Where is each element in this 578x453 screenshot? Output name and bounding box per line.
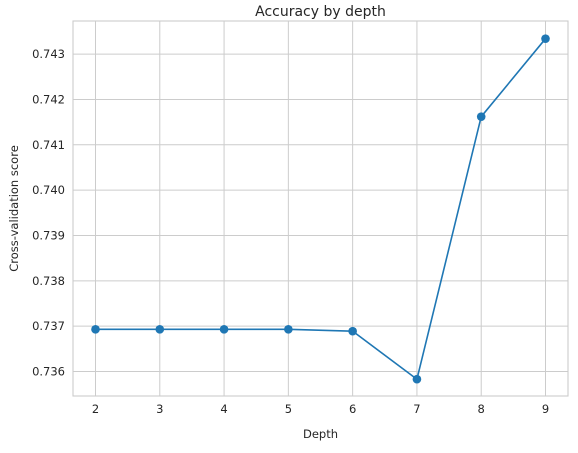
x-axis-label: Depth [303,427,338,441]
y-tick-label: 0.741 [32,138,65,152]
chart-title: Accuracy by depth [255,4,386,20]
series-line [95,38,547,381]
data-point-marker [412,374,422,384]
x-tick-label: 2 [92,402,99,416]
x-tick-label: 8 [478,402,485,416]
x-tick-label: 4 [220,402,227,416]
y-tick-label: 0.743 [32,47,65,61]
x-axis-ticks: 2 3 4 5 6 7 8 9 [92,402,549,416]
y-tick-label: 0.740 [32,183,65,197]
y-tick-label: 0.736 [32,365,65,379]
y-axis-label: Cross-validation score [7,145,21,272]
plot-area-frame [72,20,569,397]
data-point-marker [476,112,486,121]
data-point-marker [348,326,357,336]
data-point-marker [155,325,165,334]
x-tick-label: 3 [156,402,163,416]
data-point-marker [284,325,293,334]
x-tick-label: 5 [285,402,292,416]
y-tick-label: 0.739 [32,228,65,242]
y-axis-ticks: 0.736 0.737 0.738 0.739 0.740 0.741 0.742 0.743 [32,47,65,378]
data-point-marker [219,325,229,334]
series-layer [91,34,550,384]
x-tick-label: 6 [349,402,356,416]
y-tick-label: 0.737 [32,319,65,333]
x-tick-label: 9 [542,402,549,416]
y-tick-label: 0.738 [32,274,65,288]
data-point-marker [91,325,100,334]
x-tick-label: 7 [413,402,420,416]
grid [73,21,568,396]
data-point-marker [541,34,550,43]
y-tick-label: 0.742 [32,92,65,106]
